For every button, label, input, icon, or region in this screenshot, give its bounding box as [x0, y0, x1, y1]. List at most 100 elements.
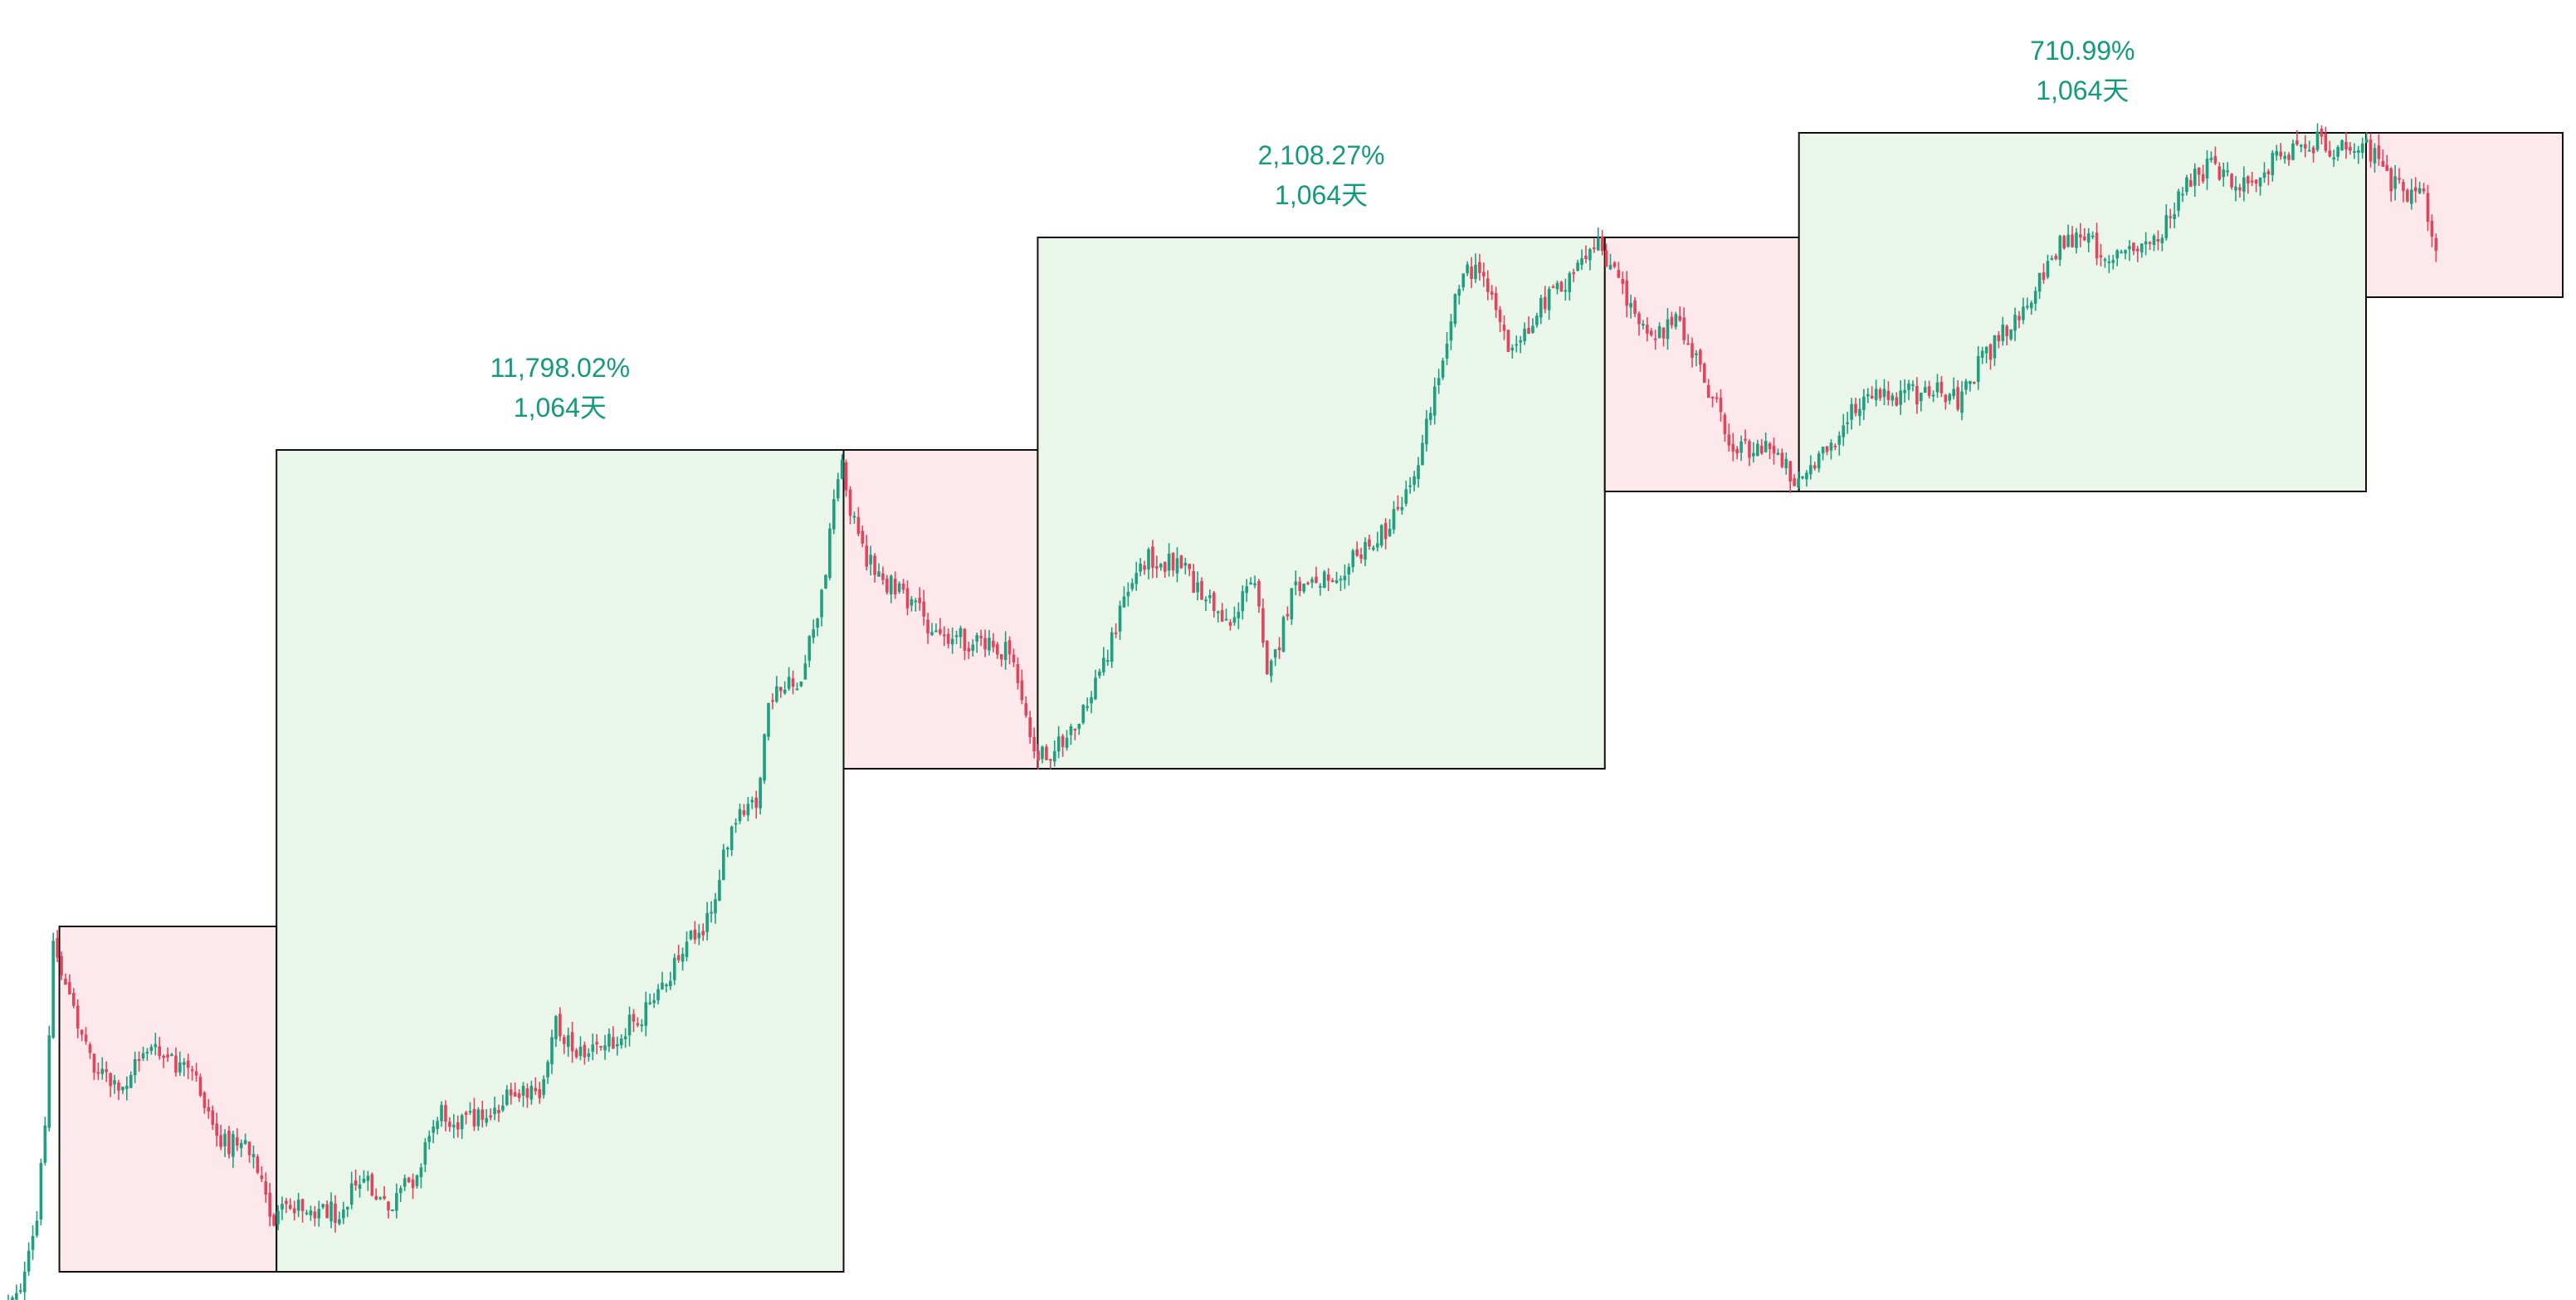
gain-cycle-box-3 — [1037, 237, 1606, 770]
candle-body-up — [2356, 150, 2360, 153]
candle-body-down — [158, 1046, 162, 1057]
candle-body-down — [525, 1088, 529, 1098]
candle-body-down — [1049, 759, 1052, 761]
candle-body-up — [738, 809, 742, 822]
candle-body-down — [489, 1115, 492, 1117]
candle-body-up — [427, 1136, 432, 1142]
candle-body-up — [836, 479, 840, 499]
candle-body-down — [1266, 640, 1269, 675]
candle-body-up — [1891, 395, 1895, 401]
candle-body-up — [1907, 384, 1910, 390]
candle-body-down — [1188, 564, 1192, 569]
candle-body-down — [1330, 579, 1334, 582]
candle-body-down — [1682, 317, 1686, 340]
candle-body-up — [1980, 350, 1984, 358]
candle-body-up — [1232, 617, 1237, 623]
candle-body-down — [1490, 291, 1494, 296]
candle-body-down — [771, 700, 774, 702]
candle-body-down — [1617, 270, 1621, 278]
candle-body-down — [2148, 242, 2152, 244]
candle-body-up — [1130, 583, 1134, 589]
candle-body-up — [170, 1053, 173, 1056]
candle-body-up — [1364, 541, 1367, 560]
candle-body-up — [1776, 452, 1780, 455]
candle-body-up — [627, 1014, 632, 1036]
candle-body-down — [2095, 232, 2099, 259]
candle-body-down — [1228, 622, 1232, 626]
candle-body-up — [2001, 324, 2005, 341]
candle-body-down — [2385, 164, 2389, 171]
candle-body-up — [656, 989, 660, 1001]
candle-body-down — [300, 1199, 305, 1211]
candle-body-down — [612, 1037, 615, 1049]
candle-body-up — [1098, 671, 1101, 677]
candle-body-up — [1183, 562, 1188, 566]
candle-body-down — [370, 1174, 374, 1196]
candle-body-up — [1421, 442, 1424, 466]
candle-body-up — [2124, 250, 2127, 254]
candle-body-down — [272, 1214, 276, 1226]
candle-body-up — [2275, 151, 2279, 156]
cycle-boxes — [58, 132, 2564, 1273]
candle-body-down — [1735, 448, 1739, 454]
candle-body-up — [950, 638, 954, 645]
candle-body-up — [1531, 325, 1534, 333]
candle-body-down — [2079, 234, 2082, 238]
candle-body-up — [145, 1051, 149, 1053]
candle-body-down — [88, 1044, 92, 1053]
candle-body-down — [1163, 562, 1167, 572]
candle-body-down — [2279, 152, 2282, 157]
candle-body-up — [1797, 478, 1800, 488]
candle-body-up — [1596, 237, 1600, 251]
candle-body-up — [1666, 319, 1670, 340]
candle-body-down — [922, 601, 925, 617]
candle-body-up — [1923, 387, 1927, 393]
candle-body-down — [84, 1034, 88, 1042]
candle-body-down — [926, 619, 929, 633]
candle-body-up — [129, 1074, 133, 1088]
candle-body-up — [1801, 477, 1804, 479]
candle-body-up — [718, 880, 721, 902]
candle-body-up — [1253, 583, 1256, 586]
candle-body-down — [918, 597, 922, 604]
candle-body-up — [223, 1133, 227, 1146]
candle-body-up — [661, 982, 664, 990]
candle-body-down — [1956, 387, 1959, 410]
candle-body-up — [395, 1193, 398, 1211]
candle-body-up — [1224, 618, 1228, 621]
candle-body-down — [1678, 315, 1682, 321]
gain-cycle-box-1 — [276, 449, 845, 1273]
loss-cycle-box-6 — [2364, 132, 2564, 298]
candle-body-up — [362, 1178, 366, 1183]
cycle-gain-percent-label: 11,798.02% — [490, 353, 630, 383]
candle-body-down — [190, 1069, 194, 1072]
candle-body-up — [452, 1125, 456, 1127]
candle-body-up — [251, 1154, 256, 1158]
candle-body-down — [1024, 702, 1028, 716]
candle-body-up — [1302, 584, 1305, 592]
candle-body-down — [1494, 293, 1498, 310]
candle-body-up — [619, 1038, 623, 1046]
candle-body-up — [1147, 549, 1150, 569]
candle-body-down — [174, 1055, 178, 1073]
candle-body-up — [644, 1002, 648, 1026]
candle-body-down — [1016, 663, 1020, 683]
candle-body-down — [2266, 171, 2271, 174]
candle-body-down — [472, 1109, 476, 1127]
candle-body-up — [705, 913, 709, 932]
candle-body-down — [2189, 179, 2193, 188]
candle-body-up — [2336, 147, 2339, 157]
candle-body-up — [1642, 324, 1645, 326]
candle-body-down — [2287, 154, 2291, 160]
candle-body-up — [1425, 418, 1428, 445]
candle-body-down — [2377, 145, 2381, 159]
candle-body-down — [599, 1045, 603, 1048]
candle-body-down — [1812, 465, 1817, 469]
candle-body-up — [243, 1140, 247, 1144]
candle-body-up — [2107, 261, 2111, 263]
candle-body-up — [505, 1089, 509, 1105]
candle-body-down — [194, 1071, 198, 1076]
candle-body-up — [783, 689, 787, 694]
candle-body-down — [791, 678, 795, 687]
candle-body-up — [15, 1293, 18, 1300]
